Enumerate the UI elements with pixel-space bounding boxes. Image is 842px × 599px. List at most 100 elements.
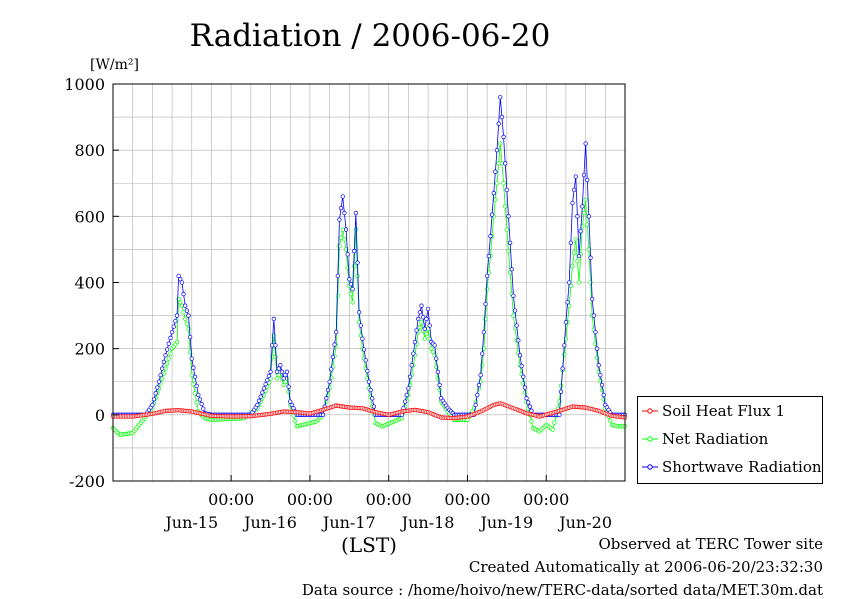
data-point (174, 313, 180, 318)
data-point (494, 181, 500, 186)
data-point (366, 379, 372, 384)
data-point (591, 313, 596, 318)
y-axis: -200 0 200 400 600 800 1000 (64, 75, 119, 491)
data-point (576, 253, 582, 259)
data-point (514, 323, 519, 328)
data-point (503, 161, 508, 166)
data-point (168, 335, 173, 341)
data-point (519, 363, 524, 369)
data-point (504, 227, 510, 232)
data-point (489, 212, 495, 217)
footer-created: Created Automatically at 2006-06-20/23:3… (468, 558, 823, 576)
data-point (599, 382, 605, 388)
data-point (596, 363, 601, 368)
data-point (334, 329, 339, 335)
data-point (608, 418, 613, 423)
y-tick-label: 200 (74, 340, 105, 359)
data-point (363, 358, 368, 363)
x-day-label: Jun-15 (163, 513, 218, 532)
data-point (151, 396, 157, 402)
series-soil-heat-flux-1 (110, 401, 628, 421)
data-point (276, 372, 281, 378)
data-point (194, 400, 199, 405)
data-point (593, 329, 598, 335)
data-point (281, 382, 286, 388)
x-day-label: Jun-17 (321, 513, 376, 532)
data-point (348, 282, 354, 287)
data-point (348, 291, 354, 297)
data-point (332, 342, 337, 347)
data-point (271, 316, 276, 322)
data-point (570, 263, 575, 269)
data-point (171, 324, 176, 329)
data-point (183, 316, 188, 322)
data-point (196, 392, 201, 398)
y-tick-label: 0 (95, 406, 105, 425)
data-point (483, 301, 488, 307)
grid (113, 83, 625, 482)
data-point (503, 204, 508, 209)
data-point (178, 300, 183, 305)
data-point (160, 376, 165, 381)
data-point (368, 387, 373, 393)
data-point (496, 121, 501, 126)
data-point (342, 210, 347, 216)
data-point (501, 181, 506, 186)
data-point (511, 293, 516, 298)
data-point (581, 172, 587, 178)
data-point (183, 303, 188, 308)
data-point (529, 419, 534, 424)
data-point (365, 368, 370, 374)
data-point (179, 280, 185, 285)
data-point (168, 351, 173, 356)
data-point (370, 396, 375, 401)
data-point (409, 363, 414, 368)
data-point (486, 253, 491, 259)
data-point (434, 356, 439, 361)
legend-marker-blue (642, 464, 658, 470)
y-tick-label: 400 (74, 274, 105, 293)
data-point (485, 286, 490, 292)
data-point (424, 316, 429, 322)
data-point (335, 273, 340, 279)
data-point (404, 392, 409, 398)
data-point (509, 267, 514, 272)
data-point (558, 389, 564, 394)
data-point (552, 420, 557, 425)
data-point (499, 114, 505, 120)
data-point (571, 250, 577, 255)
data-point (337, 243, 342, 249)
data-point (166, 341, 171, 346)
data-point (184, 321, 190, 327)
data-point (429, 346, 434, 351)
data-point (161, 371, 167, 376)
data-point (345, 252, 350, 257)
data-point (481, 329, 487, 335)
data-point (191, 382, 196, 387)
data-point (524, 396, 529, 401)
data-point (155, 385, 160, 390)
data-point (424, 331, 429, 336)
data-point (562, 343, 567, 348)
data-point (178, 277, 183, 282)
x-tick-label: 00:00 (287, 490, 333, 509)
data-point (274, 369, 280, 374)
y-tick-label: 800 (74, 141, 105, 160)
data-point (293, 418, 298, 424)
data-point (583, 141, 588, 146)
data-point (575, 214, 580, 219)
data-point (281, 376, 286, 381)
data-point (550, 427, 555, 432)
data-point (412, 339, 418, 345)
data-point (325, 387, 331, 393)
x-day-label: Jun-18 (400, 513, 455, 532)
data-point (256, 398, 262, 403)
data-point (371, 404, 377, 409)
legend-item-soil-heat-flux: Soil Heat Flux 1 (638, 401, 822, 421)
data-point (575, 258, 580, 264)
x-tick-label: 00:00 (208, 490, 254, 509)
data-point (353, 227, 359, 232)
x-day-label: Jun-19 (478, 513, 533, 532)
data-point (161, 359, 167, 365)
data-point (153, 391, 158, 396)
